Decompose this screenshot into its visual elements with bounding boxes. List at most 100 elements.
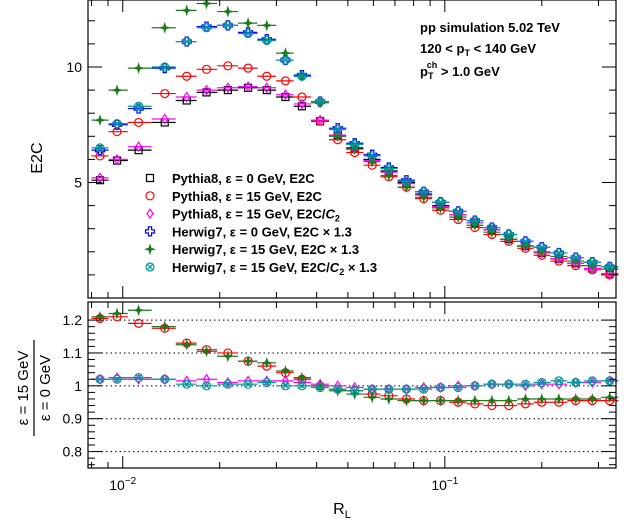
- data-point: [260, 356, 273, 369]
- x-tick-label: 10−1: [431, 476, 458, 493]
- legend-label: Pythia8, ε = 15 GeV, E2C/C2: [172, 207, 340, 224]
- data-point: [453, 382, 463, 393]
- data-point: [244, 81, 252, 93]
- legend-item: Pythia8, ε = 15 GeV, E2C: [145, 189, 322, 204]
- data-point: [298, 98, 306, 110]
- data-point: [280, 381, 291, 391]
- data-point: [134, 141, 143, 153]
- legend: Pythia8, ε = 0 GeV, E2C Pythia8, ε = 15 G…: [144, 171, 377, 277]
- data-point: [605, 268, 614, 280]
- data-point: [382, 169, 395, 182]
- data-point: [554, 376, 564, 386]
- x-axis-label: RL: [333, 501, 351, 521]
- data-point: [331, 130, 344, 143]
- data-point: [183, 375, 191, 387]
- legend-label: Herwig7, ε = 15 GeV, E2C/C2 × 1.3: [172, 260, 377, 277]
- series-bottom-2: [91, 304, 619, 407]
- data-point: [182, 379, 192, 389]
- data-point: [434, 201, 447, 214]
- data-point: [94, 114, 107, 127]
- data-point: [470, 216, 480, 226]
- data-point: [366, 155, 379, 168]
- data-point: [487, 379, 497, 389]
- data-point: [367, 151, 377, 161]
- y-tick-label: 5: [74, 174, 82, 190]
- data-point: [132, 304, 145, 317]
- data-point: [298, 376, 306, 389]
- data-point: [95, 176, 105, 185]
- data-point: [470, 381, 480, 391]
- data-point: [200, 0, 213, 10]
- data-point: [242, 17, 255, 30]
- top-y-axis-label: E2C: [29, 142, 46, 173]
- data-point: [384, 384, 394, 394]
- data-point: [280, 76, 291, 86]
- series-top-5: [91, 20, 619, 272]
- y-tick-label: 1: [74, 378, 82, 394]
- data-point: [202, 88, 211, 97]
- legend-item: Pythia8, ε = 15 GeV, E2C/C2: [146, 207, 340, 224]
- data-point: [182, 71, 192, 81]
- data-point: [586, 392, 599, 405]
- data-point: [161, 113, 169, 125]
- y-tick-label: 0.9: [63, 411, 83, 427]
- data-point: [520, 236, 531, 247]
- data-point: [263, 82, 271, 94]
- data-point: [520, 379, 531, 389]
- annotation-energy: pp simulation 5.02 TeV: [420, 20, 560, 35]
- data-point: [200, 345, 213, 358]
- legend-label: Pythia8, ε = 0 GeV, E2C: [172, 171, 315, 186]
- data-point: [223, 85, 232, 95]
- data-point: [452, 394, 465, 407]
- legend-marker: [145, 173, 155, 183]
- data-point: [242, 355, 255, 368]
- data-point: [180, 338, 193, 351]
- series-top-4: [91, 0, 619, 276]
- legend-label: Pythia8, ε = 15 GeV, E2C: [172, 189, 322, 204]
- data-point: [158, 320, 171, 333]
- data-point: [134, 101, 144, 111]
- data-point: [201, 23, 212, 33]
- data-point: [487, 222, 497, 233]
- data-point: [537, 377, 547, 388]
- data-point: [315, 382, 325, 393]
- data-point: [502, 394, 515, 407]
- bottom-panel-frame: [87, 301, 617, 469]
- data-point: [297, 381, 307, 391]
- data-point: [569, 392, 582, 405]
- data-point: [134, 117, 144, 128]
- bottom-y-axis-label: ε = 15 GeV ε = 0 GeV: [15, 340, 54, 436]
- data-point: [280, 55, 291, 65]
- data-point: [160, 62, 170, 72]
- data-point: [262, 35, 272, 46]
- data-point: [452, 211, 465, 224]
- data-point: [223, 20, 233, 31]
- data-point: [315, 97, 325, 107]
- data-point: [281, 89, 290, 101]
- legend-item: Herwig7, ε = 15 GeV, E2C × 1.3: [144, 242, 359, 257]
- data-point: [333, 384, 343, 394]
- data-point: [111, 307, 124, 320]
- data-point: [552, 392, 565, 405]
- data-point: [243, 379, 253, 389]
- legend-item: Pythia8, ε = 0 GeV, E2C: [145, 171, 315, 186]
- data-point: [435, 382, 446, 393]
- x-tick-label: 10−2: [109, 476, 136, 493]
- data-point: [468, 394, 481, 407]
- data-point: [201, 381, 212, 391]
- data-point: [605, 262, 615, 272]
- data-point: [180, 4, 193, 17]
- data-point: [182, 36, 192, 47]
- data-point: [260, 19, 273, 32]
- y-tick-label: 0.8: [63, 444, 83, 460]
- top-panel-frame: [87, 0, 617, 299]
- data-point: [202, 84, 211, 96]
- legend-marker: [144, 226, 156, 237]
- data-point: [297, 102, 307, 111]
- legend-label: Herwig7, ε = 15 GeV, E2C × 1.3: [172, 242, 359, 257]
- data-point: [537, 242, 547, 252]
- data-point: [95, 374, 105, 384]
- data-point: [279, 365, 292, 378]
- data-point: [331, 384, 344, 397]
